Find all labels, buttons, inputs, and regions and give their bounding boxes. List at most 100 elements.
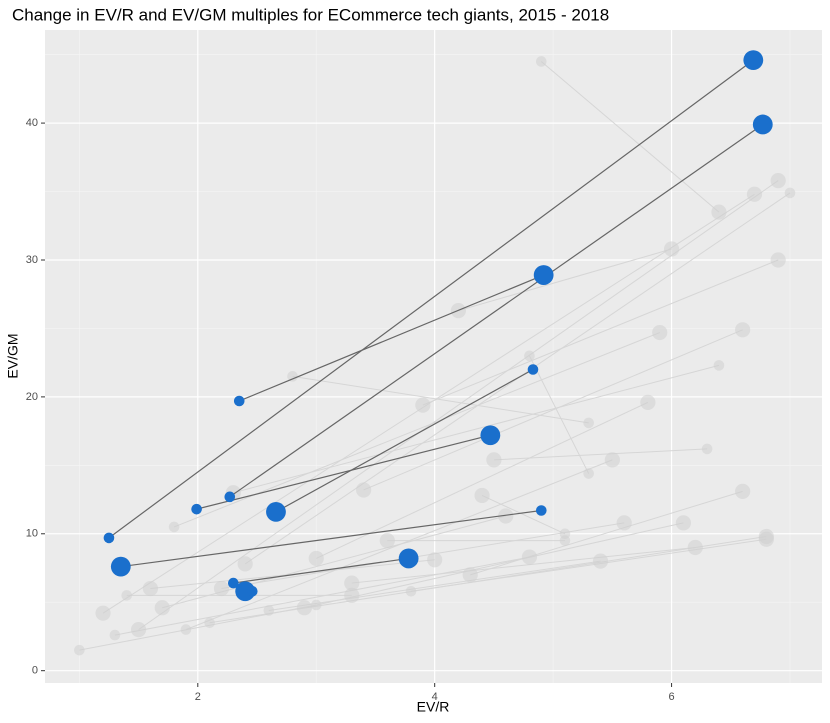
point <box>746 186 763 202</box>
point <box>713 360 725 371</box>
x-tick-label: 6 <box>669 691 675 703</box>
point <box>583 417 594 429</box>
point <box>711 204 727 220</box>
x-axis-title: EV/R <box>417 699 450 715</box>
point <box>675 515 692 531</box>
point <box>296 600 312 616</box>
y-axis-title: EV/GM <box>5 333 21 378</box>
chart-title: Change in EV/R and EV/GM multiples for E… <box>12 5 609 24</box>
point <box>121 590 133 601</box>
point <box>95 605 111 621</box>
point <box>237 556 253 572</box>
point <box>228 577 239 589</box>
point <box>287 371 298 382</box>
connector <box>233 364 720 494</box>
connector <box>275 368 534 513</box>
point <box>308 550 324 567</box>
point <box>663 241 680 257</box>
connector <box>229 123 764 498</box>
point <box>758 531 774 547</box>
point <box>110 556 131 577</box>
y-tick-label: 20 <box>26 391 38 403</box>
point <box>109 629 121 641</box>
point <box>379 533 395 549</box>
connector <box>458 248 672 312</box>
connector <box>120 509 542 568</box>
point <box>559 528 571 540</box>
connector <box>470 490 743 576</box>
connector <box>114 556 530 636</box>
point <box>168 521 180 533</box>
connector <box>268 560 601 611</box>
point <box>142 580 159 597</box>
point <box>130 622 147 638</box>
point <box>246 585 258 597</box>
y-tick-label: 30 <box>26 254 38 266</box>
point <box>405 585 417 597</box>
point <box>344 587 360 603</box>
point <box>356 482 372 498</box>
point <box>592 553 609 569</box>
connector <box>233 557 409 584</box>
x-tick-label: 2 <box>195 691 201 703</box>
connector <box>493 448 708 461</box>
connector <box>351 546 696 584</box>
point <box>616 515 632 531</box>
point <box>583 468 594 479</box>
point <box>535 56 547 67</box>
point <box>735 483 751 499</box>
connector <box>540 61 720 213</box>
point <box>224 491 236 503</box>
point <box>604 452 620 468</box>
x-tick-label: 4 <box>432 691 438 703</box>
point <box>640 394 656 410</box>
y-tick-label: 40 <box>26 117 38 129</box>
point <box>103 532 115 544</box>
connector <box>316 401 649 559</box>
point <box>527 364 539 375</box>
connector <box>292 375 589 424</box>
point <box>233 395 245 407</box>
y-tick-label: 10 <box>26 528 38 540</box>
connector <box>422 259 779 406</box>
point <box>486 452 502 468</box>
point <box>180 624 192 635</box>
connector <box>363 329 743 491</box>
point <box>74 644 85 656</box>
connector <box>410 538 767 592</box>
point <box>191 503 202 515</box>
point <box>535 505 547 516</box>
point <box>524 350 535 362</box>
point <box>263 605 275 616</box>
point <box>415 397 431 413</box>
plot-panel <box>45 30 822 683</box>
point <box>480 425 501 446</box>
point <box>266 501 286 522</box>
connector <box>221 522 625 590</box>
point <box>427 552 443 568</box>
point <box>735 322 751 338</box>
point <box>310 599 322 611</box>
point <box>204 617 215 629</box>
connector <box>196 434 491 510</box>
point <box>213 580 230 597</box>
point <box>521 549 538 565</box>
point <box>752 114 773 135</box>
point <box>770 252 786 268</box>
point <box>770 172 786 189</box>
connector <box>304 522 684 609</box>
connector <box>239 274 544 402</box>
connector <box>528 355 590 474</box>
point <box>687 539 703 556</box>
point <box>462 567 478 583</box>
point <box>398 548 419 569</box>
point <box>344 575 360 591</box>
y-tick-label: 0 <box>32 665 38 677</box>
connector <box>481 494 566 535</box>
point <box>743 50 764 71</box>
point <box>533 265 554 285</box>
connector <box>108 59 754 539</box>
point <box>235 581 256 602</box>
point <box>652 324 668 341</box>
